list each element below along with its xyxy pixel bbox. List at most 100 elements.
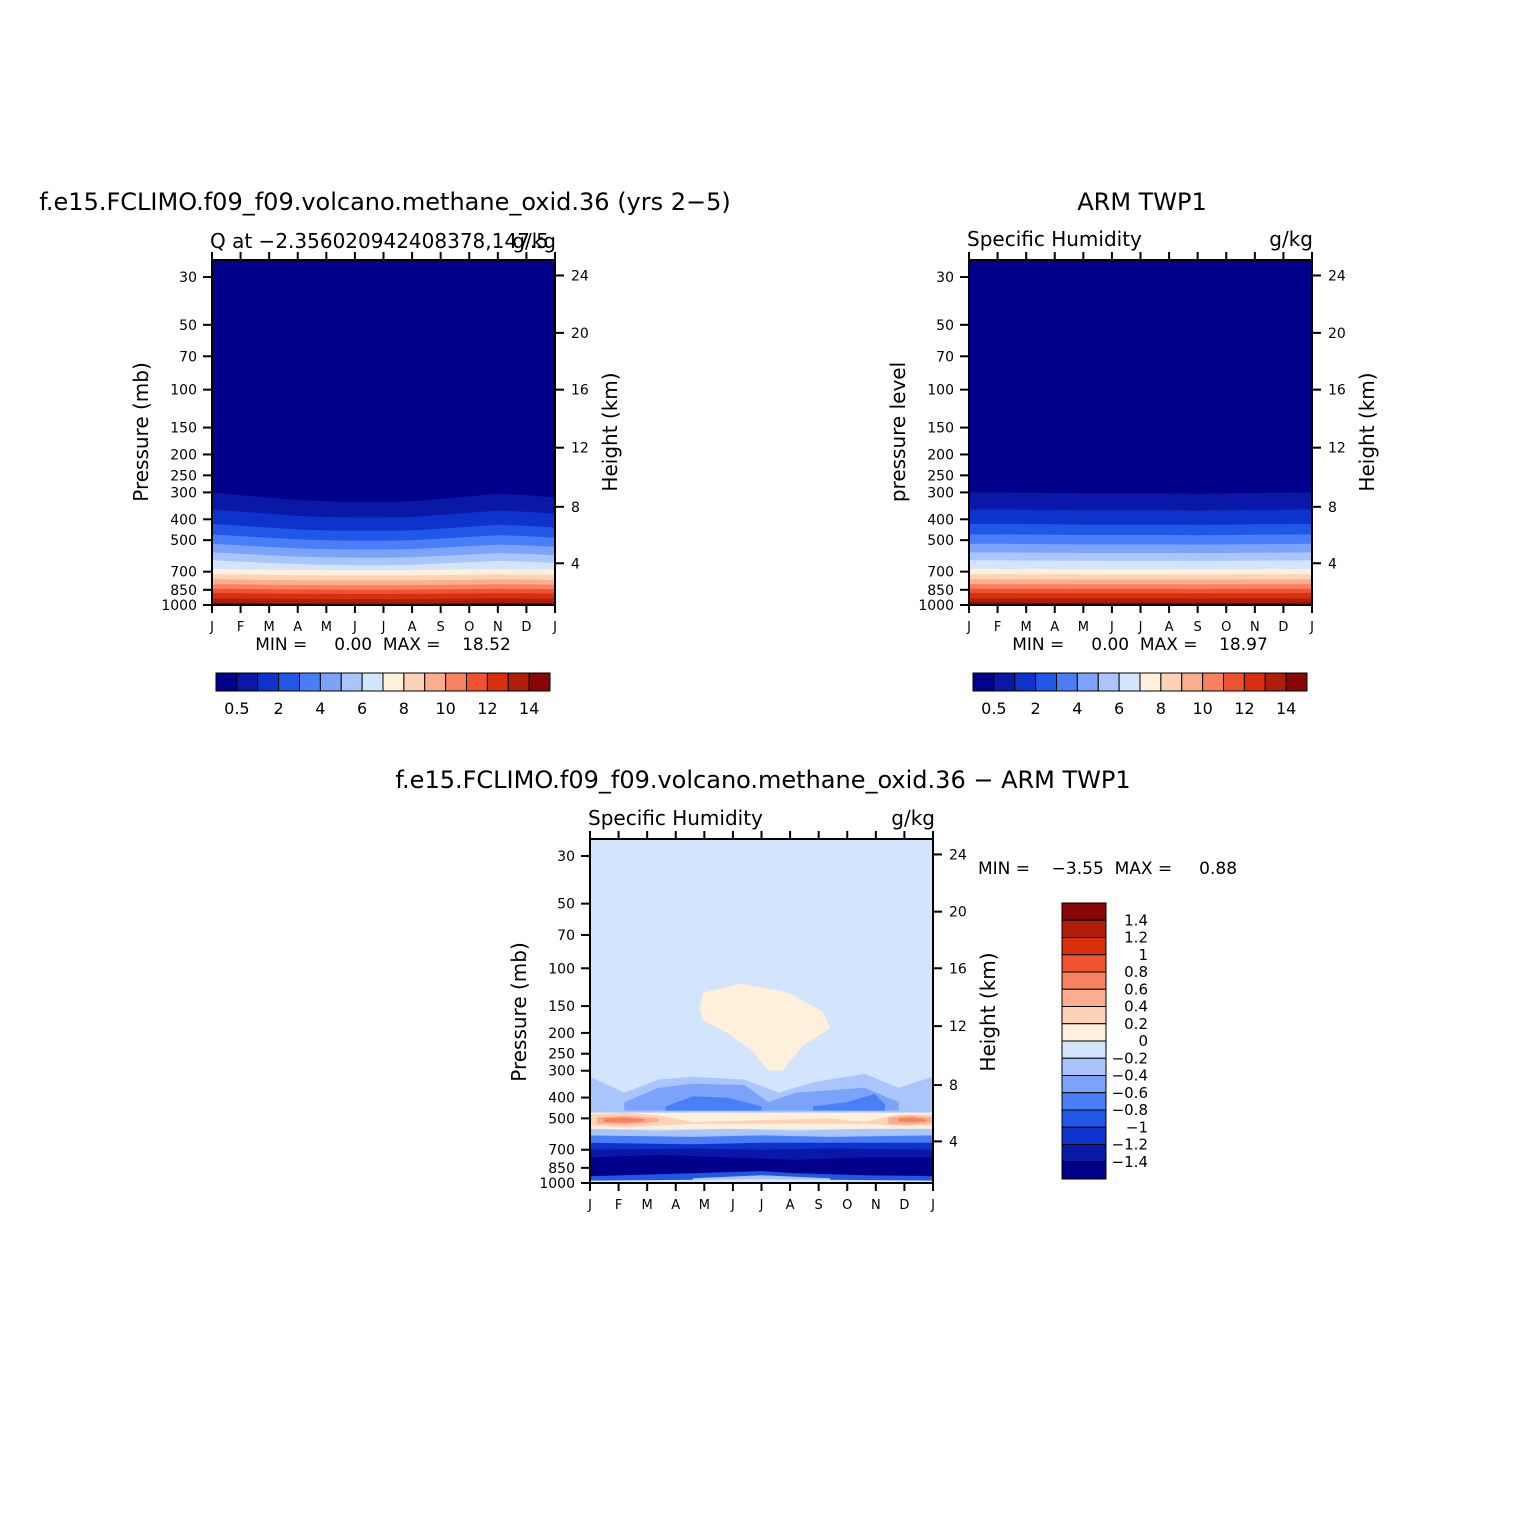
colorbar-box xyxy=(215,672,238,692)
colorbar-box xyxy=(1056,672,1078,692)
colorbar-label: 6 xyxy=(357,699,367,718)
contour-band xyxy=(665,1096,762,1111)
x-tick-label: A xyxy=(671,1198,680,1213)
x-tick-label: D xyxy=(521,620,531,635)
colorbar-label: 0 xyxy=(1138,1032,1148,1050)
y-tick-label: 200 xyxy=(170,447,197,463)
y-tick-label: 250 xyxy=(927,468,954,484)
y-tick-label: 500 xyxy=(170,533,197,549)
colorbar-label: 8 xyxy=(1156,699,1166,718)
panel-diff-colorbar: 1.41.210.80.60.40.20−0.2−0.4−0.6−0.8−1−1… xyxy=(1061,902,1148,1180)
colorbar-label: −0.8 xyxy=(1112,1101,1148,1119)
y-tick-label: 150 xyxy=(548,999,575,1015)
y-tick-label: 1000 xyxy=(161,598,197,614)
y-tick-label: 70 xyxy=(557,928,575,944)
colorbar-box xyxy=(1061,937,1107,956)
colorbar-box xyxy=(319,672,342,692)
y-tick-label: 500 xyxy=(927,533,954,549)
y-right-tick-label: 24 xyxy=(949,847,967,863)
y-tick-label: 1000 xyxy=(918,598,954,614)
colorbar-box xyxy=(1061,919,1107,938)
panel-obs-contours xyxy=(969,260,1312,605)
y-right-tick-label: 20 xyxy=(571,326,589,342)
y-tick-label: 50 xyxy=(557,897,575,913)
colorbar-box xyxy=(1243,672,1266,692)
colorbar-label: 0.6 xyxy=(1124,980,1148,998)
y-tick-label: 700 xyxy=(170,565,197,581)
colorbar-box xyxy=(993,672,1016,692)
colorbar-label: 1.4 xyxy=(1124,911,1148,929)
x-tick-label: A xyxy=(786,1198,795,1213)
x-tick-label: A xyxy=(1165,620,1174,635)
y-tick-label: 700 xyxy=(927,565,954,581)
x-tick-label: J xyxy=(1309,620,1314,635)
x-tick-label: F xyxy=(237,620,244,635)
colorbar-label: −1.4 xyxy=(1112,1153,1148,1171)
panel-model-colorbar: 0.5 2 4 6 8 10 12 14 xyxy=(215,672,551,718)
y-tick-label: 100 xyxy=(548,961,575,977)
y-tick-label: 100 xyxy=(927,383,954,399)
y-tick-label: 400 xyxy=(548,1091,575,1107)
y-tick-label: 150 xyxy=(170,421,197,437)
colorbar-box xyxy=(1076,672,1099,692)
x-tick-label: J xyxy=(587,1198,592,1213)
y-tick-label: 70 xyxy=(936,349,954,365)
x-tick-label: M xyxy=(1021,620,1032,635)
x-tick-label: M xyxy=(1078,620,1089,635)
colorbar-box xyxy=(257,672,280,692)
x-tick-label: F xyxy=(994,620,1001,635)
colorbar-box xyxy=(445,672,467,692)
colorbar-label: 1.2 xyxy=(1124,929,1148,947)
colorbar-label: −0.4 xyxy=(1112,1067,1148,1085)
contour-band xyxy=(699,983,831,1071)
y-tick-label: 400 xyxy=(170,512,197,528)
colorbar-box xyxy=(972,672,995,692)
x-tick-label: J xyxy=(352,620,357,635)
colorbar-box xyxy=(1061,1126,1107,1145)
colorbar-label: 14 xyxy=(519,699,539,718)
y-tick-label: 1000 xyxy=(539,1176,575,1192)
panel-model-contours xyxy=(212,260,555,605)
x-tick-label: O xyxy=(1221,620,1231,635)
colorbar-box xyxy=(1264,672,1287,692)
colorbar-box xyxy=(1061,1040,1107,1059)
contour-band xyxy=(603,1117,645,1123)
x-tick-label: J xyxy=(1138,620,1143,635)
colorbar-box xyxy=(507,672,530,692)
panel-obs-subtitle-left: Specific Humidity xyxy=(967,227,1142,251)
panel-diff-ylabel: Pressure (mb) xyxy=(507,942,531,1082)
colorbar-label: 0.2 xyxy=(1124,1015,1148,1033)
colorbar-box xyxy=(466,672,488,692)
colorbar-label: 12 xyxy=(1234,699,1254,718)
colorbar-label: 4 xyxy=(1072,699,1082,718)
y-tick-label: 30 xyxy=(557,849,575,865)
y-tick-label: 300 xyxy=(170,485,197,501)
colorbar-box xyxy=(1097,672,1120,692)
x-tick-label: M xyxy=(699,1198,710,1213)
y-tick-label: 200 xyxy=(927,447,954,463)
colorbar-label: −0.6 xyxy=(1112,1084,1148,1102)
colorbar-box xyxy=(1285,672,1308,692)
y-tick-label: 50 xyxy=(179,318,197,334)
y-right-tick-label: 8 xyxy=(1328,500,1337,516)
x-tick-label: N xyxy=(871,1198,881,1213)
colorbar-label: 12 xyxy=(477,699,497,718)
colorbar-label: 8 xyxy=(399,699,409,718)
x-tick-label: A xyxy=(408,620,417,635)
y-right-tick-label: 4 xyxy=(1328,556,1337,572)
contour-band xyxy=(590,1112,933,1128)
y-right-tick-label: 12 xyxy=(1328,441,1346,457)
x-tick-label: S xyxy=(437,620,445,635)
panel-model-subtitle-right: g/kg xyxy=(512,229,556,253)
panel-diff-subtitle-left: Specific Humidity xyxy=(588,806,763,830)
panel-obs-ylabel: pressure level xyxy=(886,362,910,502)
colorbar-label: −1.2 xyxy=(1112,1136,1148,1154)
colorbar-label: 0.5 xyxy=(224,699,249,718)
colorbar-label: 2 xyxy=(1031,699,1041,718)
colorbar-box xyxy=(1061,1006,1107,1025)
colorbar-label: 0.8 xyxy=(1124,963,1148,981)
colorbar-label: 6 xyxy=(1114,699,1124,718)
